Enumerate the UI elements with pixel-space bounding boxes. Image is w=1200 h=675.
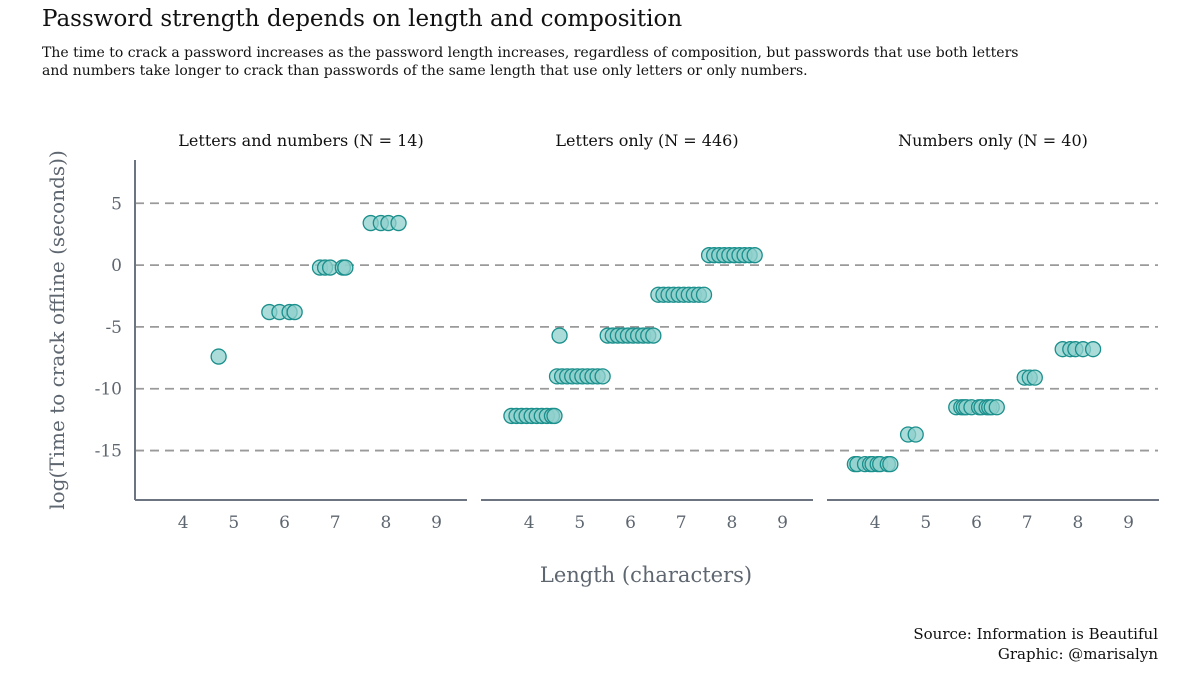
data-point	[1084, 341, 1102, 358]
data-point	[1026, 369, 1043, 386]
facet-label: Letters only (N = 446)	[555, 131, 738, 150]
x-tick-label: 8	[380, 513, 391, 533]
source-line: Source: Information is Beautiful	[913, 625, 1158, 643]
data-point	[907, 426, 924, 443]
x-tick-label: 6	[279, 513, 290, 533]
x-tick-label: 4	[178, 513, 189, 533]
y-axis-title: log(Time to crack offline (seconds))	[45, 150, 69, 510]
data-point	[988, 399, 1005, 416]
x-tick-label: 4	[524, 513, 535, 533]
y-tick-label: -10	[95, 380, 122, 400]
data-point	[390, 214, 407, 232]
y-tick-label: -5	[105, 318, 122, 338]
y-tick-label: -15	[95, 442, 122, 462]
data-point	[210, 348, 227, 365]
source-credit: Source: Information is Beautiful Graphic…	[913, 624, 1158, 664]
data-point	[546, 407, 563, 425]
x-tick-label: 9	[431, 513, 442, 533]
x-tick-label: 8	[1072, 513, 1083, 533]
x-tick-label: 8	[726, 513, 737, 533]
x-tick-label: 9	[777, 513, 788, 533]
data-point	[746, 247, 763, 264]
graphic-line: Graphic: @marisalyn	[997, 645, 1158, 663]
data-point	[337, 259, 354, 276]
chart-subtitle: The time to crack a password increases a…	[42, 45, 1019, 79]
x-tick-label: 6	[625, 513, 636, 533]
data-point	[695, 286, 713, 303]
y-tick-label: 0	[111, 256, 122, 276]
x-tick-label: 7	[1022, 513, 1033, 533]
x-tick-label: 6	[971, 513, 982, 533]
facet-label: Letters and numbers (N = 14)	[178, 131, 423, 150]
y-tick-label: 5	[111, 194, 122, 214]
x-tick-label: 9	[1123, 513, 1134, 533]
chart-title: Password strength depends on length and …	[42, 6, 683, 32]
facet-label: Numbers only (N = 40)	[898, 131, 1088, 150]
x-tick-label: 5	[920, 513, 931, 533]
data-point	[551, 327, 568, 344]
x-axis-title: Length (characters)	[540, 563, 752, 587]
x-tick-label: 7	[676, 513, 687, 533]
data-point	[645, 327, 662, 344]
data-point	[286, 303, 303, 321]
data-point	[882, 455, 899, 473]
data-point	[594, 368, 611, 385]
x-tick-label: 5	[228, 513, 239, 533]
x-tick-label: 4	[870, 513, 881, 533]
x-tick-label: 7	[330, 513, 341, 533]
x-tick-label: 5	[574, 513, 585, 533]
